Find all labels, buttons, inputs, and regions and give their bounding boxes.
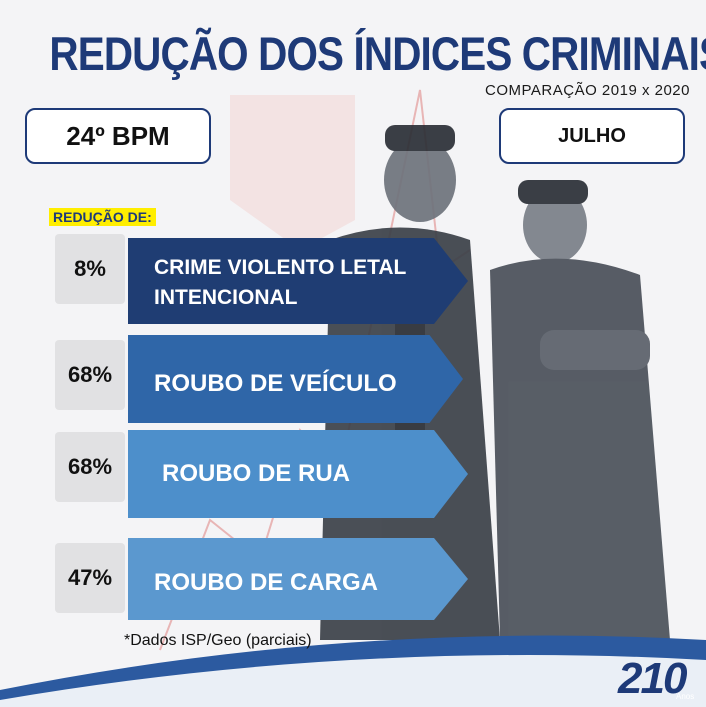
percent-roubo-carga: 47% [55,543,125,613]
page-subtitle: COMPARAÇÃO 2019 x 2020 [485,82,690,99]
banner-label: ROUBO DE CARGA [154,569,379,596]
reduction-label: REDUÇÃO DE: [49,208,156,226]
banner-label: CRIME VIOLENTO LETAL [154,256,407,279]
banner-crime-violento: CRIME VIOLENTO LETAL INTENCIONAL [128,238,468,324]
percent-roubo-veiculo: 68% [55,340,125,410]
anniversary-logo-anos: Anos [676,692,695,701]
decline-arrow-graphic [230,95,355,250]
banner-label: ROUBO DE RUA [162,460,351,487]
banner-roubo-rua: ROUBO DE RUA [128,430,468,518]
percent-crime-violento: 8% [55,234,125,304]
banner-roubo-carga: ROUBO DE CARGA [128,538,468,620]
month-box: JULHO [499,108,685,164]
page-title: REDUÇÃO DOS ÍNDICES CRIMINAIS [49,27,706,80]
banner-label: ROUBO DE VEÍCULO [154,370,397,397]
banner-label: INTENCIONAL [154,286,298,309]
percent-roubo-rua: 68% [55,432,125,502]
banner-roubo-veiculo: ROUBO DE VEÍCULO [128,335,463,423]
footnote: *Dados ISP/Geo (parciais) [124,632,312,649]
anniversary-logo: 210 [618,654,687,703]
unit-box: 24º BPM [25,108,211,164]
